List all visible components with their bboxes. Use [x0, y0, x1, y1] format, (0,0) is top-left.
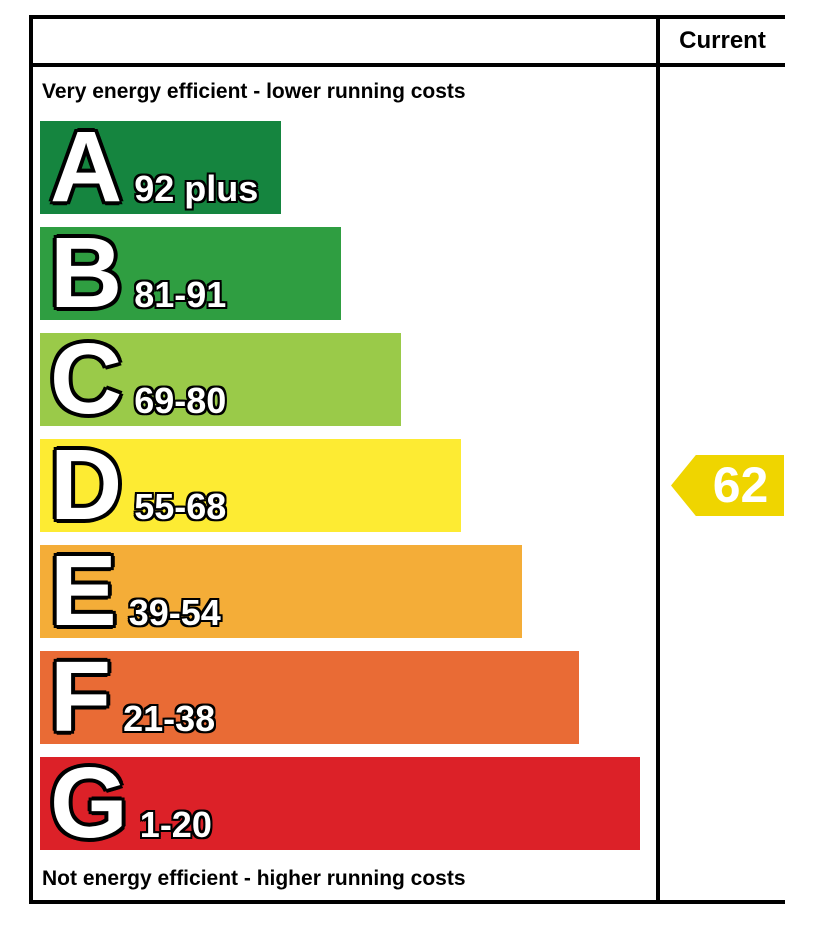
- current-rating-value: 62: [712, 457, 769, 513]
- rating-band-C: C 69-80: [40, 323, 401, 435]
- band-range: 39-54: [128, 592, 221, 633]
- band-letter: C: [50, 323, 123, 435]
- bottom-caption: Not energy efficient - higher running co…: [42, 867, 466, 890]
- rating-scale-cell: Very energy efficient - lower running co…: [33, 67, 660, 900]
- band-letter: G: [50, 747, 128, 859]
- rating-band-F: F 21-38: [40, 641, 579, 753]
- band-range: 81-91: [134, 274, 227, 315]
- band-range: 69-80: [134, 380, 227, 421]
- header-spacer-cell: [33, 19, 660, 67]
- band-range: 92 plus: [134, 168, 259, 209]
- current-column-header: Current: [660, 19, 785, 67]
- band-letter: F: [50, 641, 112, 753]
- band-range: 1-20: [139, 804, 212, 845]
- rating-band-D: D 55-68: [40, 429, 461, 541]
- band-range: 55-68: [134, 486, 227, 527]
- current-rating-cell: 62: [660, 67, 785, 900]
- band-letter: B: [50, 217, 123, 329]
- energy-rating-table: Current Very energy efficient - lower ru…: [29, 15, 785, 904]
- band-range: 21-38: [123, 698, 216, 739]
- band-letter: A: [50, 111, 123, 223]
- rating-band-B: B 81-91: [40, 217, 341, 329]
- rating-band-E: E 39-54: [40, 535, 522, 647]
- rating-bands: A 92 plus B 81-91 C 69-80 D 55-68 E 39-54 F 21-38 G 1…: [40, 111, 656, 859]
- rating-band-G: G 1-20: [40, 747, 640, 859]
- top-caption: Very energy efficient - lower running co…: [42, 80, 466, 103]
- rating-band-A: A 92 plus: [40, 111, 281, 223]
- current-rating-arrow: 62: [671, 455, 784, 516]
- band-letter: D: [50, 429, 123, 541]
- band-letter: E: [50, 535, 117, 647]
